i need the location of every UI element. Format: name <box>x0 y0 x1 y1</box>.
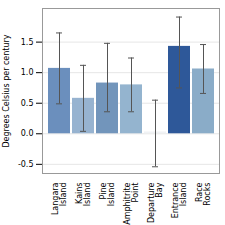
svg-text:-0.5: -0.5 <box>18 160 34 169</box>
svg-text:0.0: 0.0 <box>21 129 34 138</box>
svg-text:EntranceIsland: EntranceIsland <box>171 182 188 218</box>
svg-text:RaceRocks: RaceRocks <box>195 182 212 205</box>
svg-text:AmphitritePoint: AmphitritePoint <box>123 182 140 224</box>
svg-text:Degrees Celsius per century: Degrees Celsius per century <box>2 34 11 147</box>
svg-text:DepartureBay: DepartureBay <box>147 182 164 223</box>
svg-text:0.5: 0.5 <box>21 99 34 108</box>
svg-text:1.5: 1.5 <box>21 38 34 47</box>
svg-text:PineIsland: PineIsland <box>99 182 116 206</box>
svg-text:1.0: 1.0 <box>21 68 34 77</box>
svg-text:KainsIsland: KainsIsland <box>75 183 92 207</box>
svg-text:LangaraIsland: LangaraIsland <box>51 182 68 215</box>
